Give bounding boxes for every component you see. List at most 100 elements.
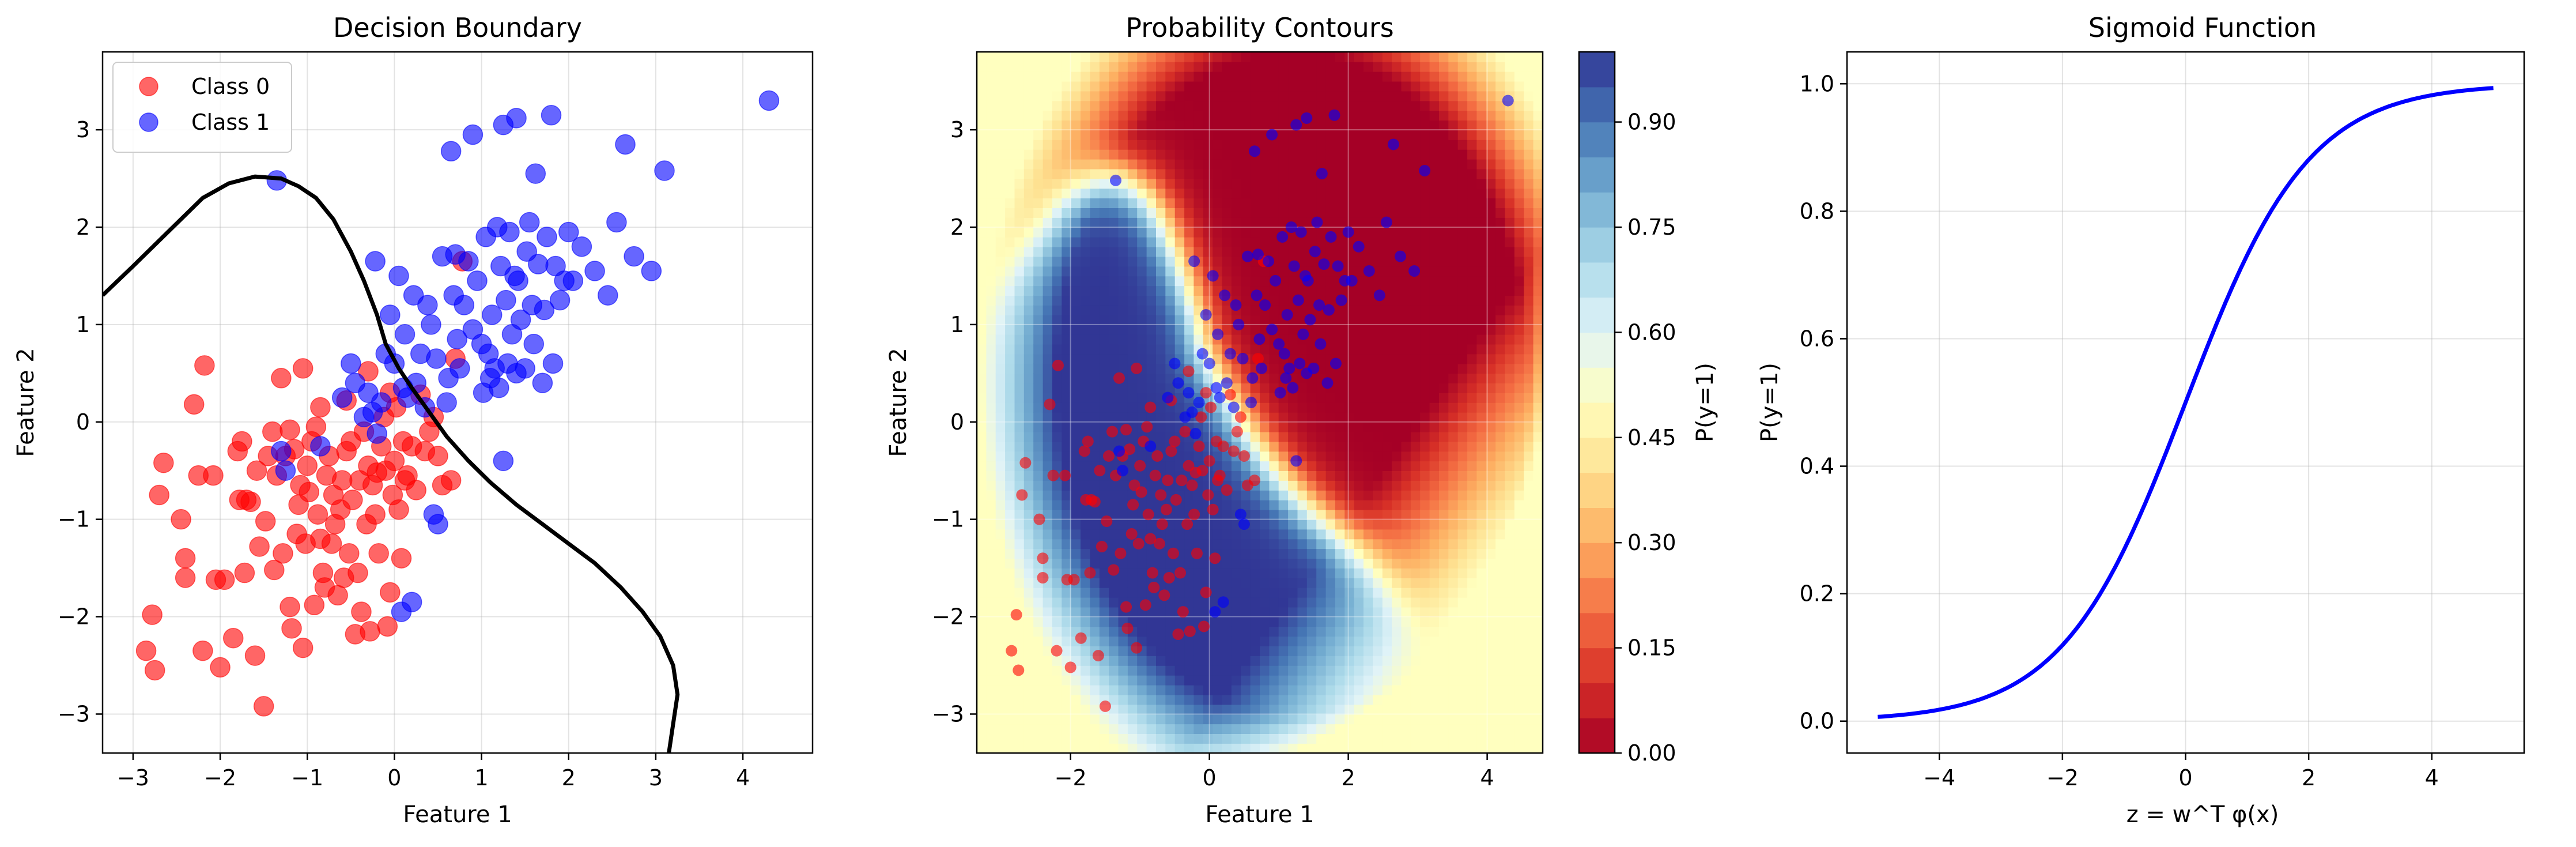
heatmap-cell (1316, 714, 1327, 725)
heatmap-cell (1118, 285, 1128, 296)
heatmap-cell (986, 743, 996, 753)
heatmap-cell (1505, 120, 1515, 130)
heatmap-cell (1118, 324, 1128, 335)
heatmap-cell (1193, 733, 1204, 744)
heatmap-cell (1335, 120, 1346, 130)
heatmap-cell (1005, 208, 1015, 218)
heatmap-cell (1023, 421, 1034, 432)
point-class-0 (1132, 537, 1145, 549)
heatmap-cell (1184, 100, 1195, 111)
heatmap-cell (1231, 684, 1242, 695)
heatmap-cell (1023, 188, 1034, 199)
heatmap-cell (1448, 558, 1459, 569)
heatmap-cell (1363, 607, 1374, 618)
heatmap-cell (1023, 120, 1034, 130)
heatmap-cell (1533, 149, 1543, 160)
heatmap-cell (1363, 704, 1374, 715)
heatmap-cell (1410, 694, 1421, 705)
colorbar-segment (1579, 718, 1615, 754)
point-class-1 (496, 289, 516, 311)
heatmap-cell (1392, 353, 1402, 364)
heatmap-cell (977, 490, 987, 500)
heatmap-cell (1052, 451, 1063, 462)
heatmap-cell (1486, 227, 1496, 238)
heatmap-cell (1495, 665, 1506, 676)
heatmap-cell (1401, 140, 1411, 150)
heatmap-cell (1269, 363, 1279, 374)
heatmap-cell (1306, 558, 1317, 569)
heatmap-cell (1203, 714, 1213, 725)
heatmap-cell (1410, 188, 1421, 199)
heatmap-cell (1033, 616, 1044, 627)
heatmap-cell (1090, 334, 1100, 345)
heatmap-cell (1193, 110, 1204, 121)
heatmap-cell (1533, 208, 1543, 218)
point-class-0 (1196, 465, 1208, 477)
heatmap-cell (1344, 373, 1355, 383)
heatmap-cell (1146, 236, 1157, 247)
heatmap-cell (1260, 694, 1270, 705)
heatmap-cell (995, 208, 1006, 218)
heatmap-cell (1344, 246, 1355, 257)
point-class-0 (368, 543, 389, 564)
heatmap-cell (1043, 636, 1053, 646)
heatmap-cell (1278, 568, 1289, 578)
heatmap-cell (1373, 178, 1383, 189)
heatmap-cell (1505, 578, 1515, 588)
heatmap-cell (1269, 733, 1279, 744)
point-class-1 (654, 160, 675, 181)
heatmap-cell (1023, 110, 1034, 121)
heatmap-cell (1467, 208, 1478, 218)
heatmap-cell (1278, 276, 1289, 287)
heatmap-cell (1222, 140, 1232, 150)
heatmap-cell (1373, 587, 1383, 598)
heatmap-cell (1081, 266, 1091, 277)
point-class-0 (1160, 503, 1172, 515)
heatmap-cell (1467, 558, 1478, 569)
heatmap-cell (1448, 344, 1459, 355)
heatmap-cell (1467, 724, 1478, 734)
heatmap-cell (1156, 548, 1166, 559)
heatmap-cell (1363, 208, 1374, 218)
heatmap-cell (1325, 178, 1336, 189)
heatmap-cell (1448, 539, 1459, 549)
heatmap-cell (1325, 743, 1336, 753)
heatmap-cell (1278, 52, 1289, 62)
heatmap-cell (1241, 295, 1251, 306)
heatmap-cell (1109, 684, 1119, 695)
heatmap-cell (1043, 168, 1053, 179)
heatmap-cell (1439, 100, 1449, 111)
heatmap-cell (1524, 266, 1534, 277)
heatmap-cell (1174, 140, 1185, 150)
heatmap-cell (1193, 159, 1204, 170)
heatmap-cell (1448, 373, 1459, 383)
heatmap-cell (1495, 656, 1506, 666)
heatmap-cell (1250, 490, 1260, 500)
heatmap-cell (1495, 616, 1506, 627)
heatmap-cell (1231, 276, 1242, 287)
heatmap-cell (1401, 168, 1411, 179)
heatmap-cell (1052, 509, 1063, 520)
heatmap-cell (1231, 227, 1242, 238)
heatmap-cell (1439, 646, 1449, 656)
heatmap-cell (1505, 61, 1515, 72)
heatmap-cell (1363, 363, 1374, 374)
heatmap-cell (1392, 276, 1402, 287)
heatmap-cell (1137, 548, 1147, 559)
heatmap-cell (1165, 227, 1176, 238)
heatmap-cell (1429, 81, 1440, 92)
heatmap-cell (995, 412, 1006, 423)
heatmap-cell (1127, 188, 1138, 199)
heatmap-cell (1486, 178, 1496, 189)
heatmap-cell (1127, 587, 1138, 598)
heatmap-cell (1146, 81, 1157, 92)
point-class-0 (1148, 581, 1160, 593)
heatmap-cell (1184, 568, 1195, 578)
heatmap-cell (1222, 178, 1232, 189)
heatmap-cell (1382, 509, 1392, 520)
heatmap-cell (1505, 480, 1515, 491)
heatmap-cell (1486, 81, 1496, 92)
heatmap-cell (1241, 91, 1251, 101)
heatmap-cell (1005, 412, 1015, 423)
point-class-1 (1212, 328, 1224, 340)
